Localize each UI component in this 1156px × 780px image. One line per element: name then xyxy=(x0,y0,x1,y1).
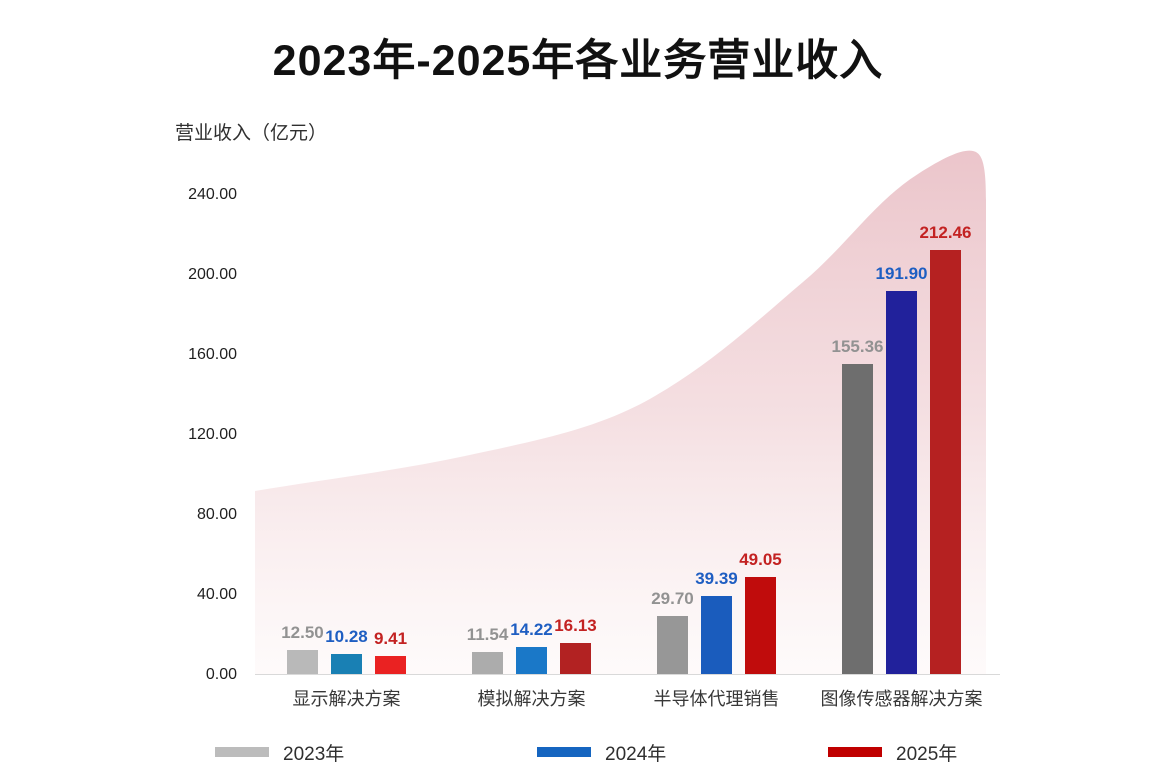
y-tick-label: 0.00 xyxy=(205,666,237,683)
legend-swatch-2025 xyxy=(828,747,882,757)
legend-item-2023: 2023年 xyxy=(215,742,344,765)
legend-item-2024: 2024年 xyxy=(537,742,666,765)
bar-2025年-模拟解决方案 xyxy=(560,642,591,675)
bar-value-label: 191.90 xyxy=(875,264,928,284)
legend-label-2023: 2023年 xyxy=(283,743,345,765)
bar-2025年-图像传感器解决方案 xyxy=(930,250,961,675)
bar-2024年-半导体代理销售 xyxy=(701,596,732,675)
y-tick-label: 200.00 xyxy=(188,266,237,283)
bar-value-label: 212.46 xyxy=(919,223,972,243)
y-tick-label: 40.00 xyxy=(196,586,237,603)
bar-2023年-半导体代理销售 xyxy=(657,615,688,675)
legend-swatch-2023 xyxy=(215,747,269,757)
bar-value-label: 12.50 xyxy=(281,623,324,642)
bar-2023年-模拟解决方案 xyxy=(472,651,503,675)
x-axis-line xyxy=(255,674,1000,675)
y-tick-label: 160.00 xyxy=(188,346,237,363)
legend-label-2024: 2024年 xyxy=(605,743,667,765)
category-label: 显示解决方案 xyxy=(292,689,401,709)
y-tick-label: 120.00 xyxy=(188,426,237,443)
legend-label-2025: 2025年 xyxy=(896,743,958,765)
bar-value-label: 39.39 xyxy=(695,569,738,589)
bar-value-label: 155.36 xyxy=(831,337,884,357)
category-label: 半导体代理销售 xyxy=(653,689,780,709)
category-label: 图像传感器解决方案 xyxy=(820,689,983,709)
bar-2024年-显示解决方案 xyxy=(331,654,362,675)
bar-value-label: 9.41 xyxy=(373,629,408,649)
bar-value-label: 16.13 xyxy=(554,615,597,635)
bar-2025年-半导体代理销售 xyxy=(745,576,776,675)
bar-2024年-图像传感器解决方案 xyxy=(886,291,917,675)
bar-2023年-显示解决方案 xyxy=(287,650,318,675)
legend-item-2025: 2025年 xyxy=(828,742,957,765)
bar-value-label: 49.05 xyxy=(739,549,782,569)
legend-swatch-2024 xyxy=(537,747,591,757)
bar-value-label: 29.70 xyxy=(651,588,694,608)
growth-area-path xyxy=(255,150,986,675)
category-label: 模拟解决方案 xyxy=(477,689,586,709)
y-tick-label: 80.00 xyxy=(196,506,237,523)
bar-2025年-显示解决方案 xyxy=(375,656,406,675)
y-axis-title: 营业收入（亿元） xyxy=(175,123,328,144)
bar-value-label: 10.28 xyxy=(325,627,368,647)
bar-2023年-图像传感器解决方案 xyxy=(842,364,873,675)
bar-value-label: 14.22 xyxy=(510,619,553,639)
bar-2024年-模拟解决方案 xyxy=(516,646,547,675)
bar-value-label: 11.54 xyxy=(466,624,509,644)
chart-title: 2023年-2025年各业务营业收入 xyxy=(272,37,884,85)
y-tick-label: 240.00 xyxy=(188,186,237,203)
